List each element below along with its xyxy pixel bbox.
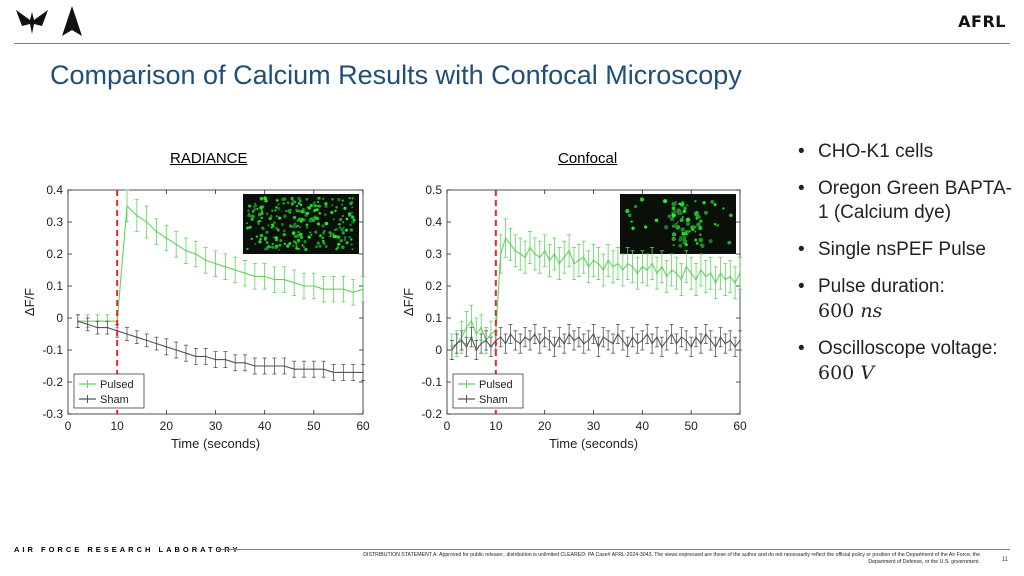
y-axis-label: ΔF/F — [401, 288, 416, 316]
x-tick-label: 20 — [160, 419, 174, 433]
fluorescence-inset-image — [620, 194, 736, 254]
x-tick-label: 50 — [307, 419, 321, 433]
bullet-cells: CHO-K1 cells — [798, 140, 1018, 164]
fluorescence-inset-image — [243, 194, 359, 254]
y-tick-label: 0 — [56, 311, 63, 325]
bullet-list: CHO-K1 cells Oregon Green BAPTA-1 (Calci… — [798, 140, 1018, 399]
chart-radiance-title: RADIANCE — [170, 150, 248, 167]
y-tick-label: 0.5 — [425, 183, 442, 197]
x-tick-label: 60 — [733, 419, 747, 433]
y-tick-label: 0.2 — [46, 247, 63, 261]
y-tick-label: 0.3 — [46, 215, 63, 229]
series-sham — [75, 314, 365, 381]
x-tick-label: 10 — [489, 419, 503, 433]
space-force-delta-icon — [62, 6, 82, 36]
y-tick-label: 0.4 — [46, 183, 63, 197]
slide-title: Comparison of Calcium Results with Confo… — [50, 60, 742, 90]
y-tick-label: 0.4 — [425, 215, 442, 229]
x-tick-label: 0 — [444, 419, 451, 433]
bullet-dye: Oregon Green BAPTA-1 (Calcium dye) — [798, 177, 1018, 225]
x-axis-label: Time (seconds) — [171, 436, 260, 451]
y-tick-label: 0.2 — [425, 279, 442, 293]
legend: Pulsed Sham — [452, 373, 524, 409]
series-pulsed — [449, 218, 742, 361]
x-axis-label: Time (seconds) — [549, 436, 638, 451]
x-tick-label: 60 — [356, 419, 370, 433]
legend: Pulsed Sham — [73, 373, 145, 409]
header-divider — [14, 43, 1010, 44]
series-sham — [449, 323, 742, 361]
air-force-wings-icon — [16, 10, 48, 34]
footer-distribution-statement: DISTRIBUTION STATEMENT A: Approved for p… — [363, 552, 980, 565]
page-number: 11 — [1001, 557, 1008, 563]
x-tick-label: 30 — [587, 419, 601, 433]
air-force-space-force-logo — [16, 6, 82, 36]
chart-radiance: 0 10 20 30 40 50 60 -0.3 -0.2 -0.1 0 0.1 0.2 0.3 0.4 Ti… — [22, 183, 370, 451]
chart-confocal-title: Confocal — [558, 150, 618, 167]
series-line — [77, 204, 364, 322]
y-tick-label: -0.1 — [42, 343, 63, 357]
x-tick-label: 30 — [209, 419, 223, 433]
y-tick-label: -0.3 — [42, 407, 63, 421]
legend-box — [452, 373, 524, 409]
x-tick-label: 0 — [65, 419, 72, 433]
duration-value: 600 — [818, 300, 855, 322]
y-tick-label: 0.1 — [46, 279, 63, 293]
series-line — [77, 320, 363, 373]
y-tick-label: -0.2 — [42, 375, 63, 389]
legend-label-sham: Sham — [100, 394, 129, 406]
y-tick-label: -0.1 — [421, 375, 442, 389]
x-tick-label: 10 — [110, 419, 124, 433]
x-tick-label: 20 — [538, 419, 552, 433]
x-tick-label: 40 — [258, 419, 272, 433]
y-tick-label: 0 — [435, 343, 442, 357]
y-axis-label: ΔF/F — [22, 288, 37, 316]
legend-box — [73, 373, 145, 409]
bullet-pulse: Single nsPEF Pulse — [798, 238, 1018, 262]
chart-confocal: 0 10 20 30 40 50 60 -0.2 -0.1 0 0.1 0.2 0.3 0.4 0.5 Tim… — [401, 183, 747, 451]
legend-label-pulsed: Pulsed — [100, 379, 134, 391]
x-tick-label: 50 — [684, 419, 698, 433]
legend-label-sham: Sham — [479, 394, 508, 406]
footer-lab-name: AIR FORCE RESEARCH LABORATORY — [14, 545, 241, 554]
bullet-duration: Pulse duration: 600 ns — [798, 275, 1018, 324]
series-line — [451, 236, 741, 348]
duration-unit: ns — [860, 300, 883, 322]
legend-label-pulsed: Pulsed — [479, 379, 513, 391]
y-tick-label: 0.1 — [425, 311, 442, 325]
series-line — [451, 332, 741, 352]
footer-divider — [218, 549, 1010, 550]
inset-background — [243, 194, 359, 254]
voltage-value: 600 — [818, 362, 855, 384]
y-tick-label: 0.3 — [425, 247, 442, 261]
inset-background — [620, 194, 736, 254]
bullet-voltage: Oscilloscope voltage: 600 V — [798, 337, 1018, 386]
voltage-unit: V — [860, 362, 875, 384]
y-tick-label: -0.2 — [421, 407, 442, 421]
afrl-logo: AFRL — [958, 12, 1006, 31]
x-tick-label: 40 — [636, 419, 650, 433]
